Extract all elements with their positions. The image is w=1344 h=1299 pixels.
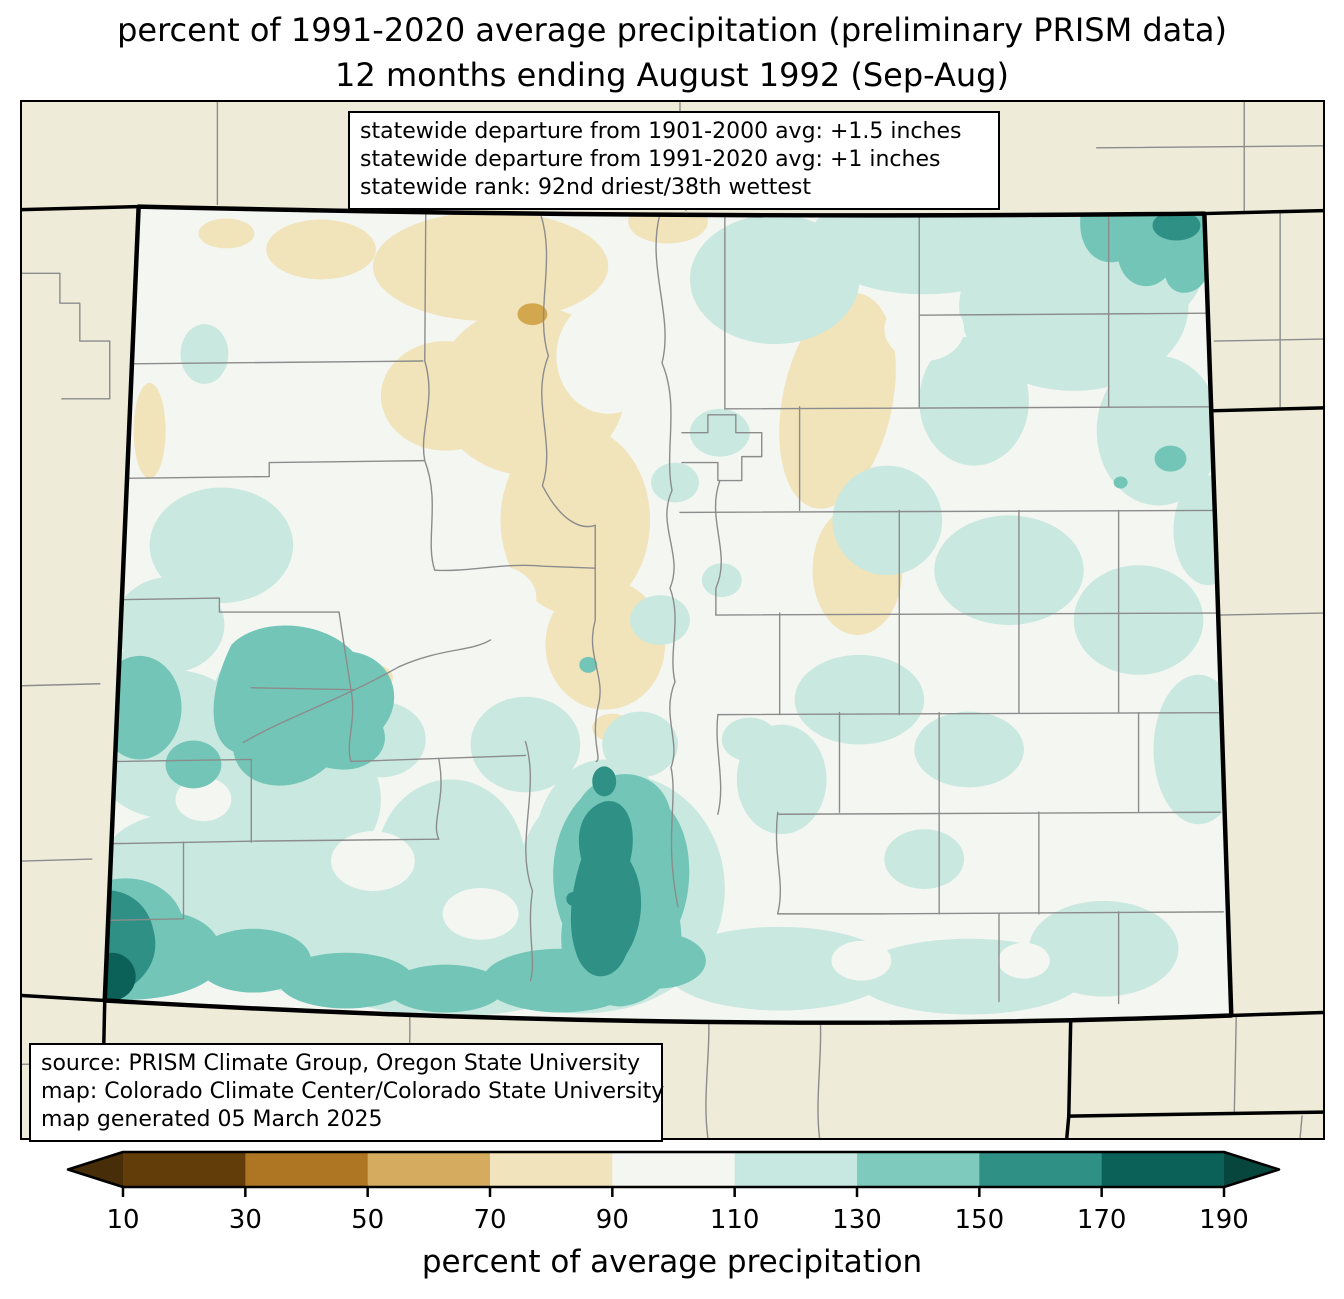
stats-line-2: statewide departure from 1991-2020 avg: … xyxy=(360,147,941,172)
colorbar-segment xyxy=(123,1152,246,1187)
title-line-2: 12 months ending August 1992 (Sep-Aug) xyxy=(335,56,1009,94)
colorado-state-border xyxy=(102,204,1234,1025)
band-90-110-holes-in-teal xyxy=(175,297,1097,981)
source-line-3: map generated 05 March 2025 xyxy=(41,1107,383,1132)
band-170-190-blobs xyxy=(104,952,136,1001)
colorbar-tick-label: 50 xyxy=(351,1205,384,1235)
map-frame: statewide departure from 1901-2000 avg: … xyxy=(20,100,1325,1142)
band-150-170-blobs xyxy=(104,210,1201,1001)
statewide-stats-box: statewide departure from 1901-2000 avg: … xyxy=(348,111,1000,210)
colorbar-tick-label: 130 xyxy=(832,1205,882,1235)
stats-line-3: statewide rank: 92nd driest/38th wettest xyxy=(360,175,811,200)
colorbar-under-arrow xyxy=(68,1152,123,1187)
colorbar: 10 30 50 70 90 110 130 150 170 190 percent of ave… xyxy=(66,1150,1281,1280)
band-90-110-holes-in-tan xyxy=(460,298,661,630)
colorbar-segment xyxy=(857,1152,980,1187)
colorbar-segment xyxy=(979,1152,1103,1187)
colorado-precipitation-map xyxy=(22,102,1323,1138)
colorbar-tick-label: 30 xyxy=(229,1205,262,1235)
colorbar-axis-label: percent of average precipitation xyxy=(422,1244,922,1280)
band-50-70-spot xyxy=(517,303,548,326)
stats-line-1: statewide departure from 1901-2000 avg: … xyxy=(360,119,962,144)
colorbar-segment xyxy=(1101,1152,1225,1187)
colorbar-tick-label: 170 xyxy=(1077,1205,1127,1235)
title-line-1: percent of 1991-2020 average precipitati… xyxy=(117,11,1227,49)
source-line-1: source: PRISM Climate Group, Oregon Stat… xyxy=(41,1051,641,1076)
colorbar-over-arrow xyxy=(1224,1152,1279,1187)
colorbar-scale: 10 30 50 70 90 110 130 150 170 190 xyxy=(66,1150,1281,1235)
colorbar-segment xyxy=(612,1152,736,1187)
colorbar-tick-label: 110 xyxy=(710,1205,760,1235)
colorbar-segment xyxy=(367,1152,491,1187)
neighbor-state-borders xyxy=(22,204,1323,1138)
colorbar-segment xyxy=(245,1152,369,1187)
colorado-county-lines xyxy=(104,212,1225,1005)
source-line-2: map: Colorado Climate Center/Colorado St… xyxy=(41,1079,665,1104)
colorado-fill-layers xyxy=(104,206,1232,1023)
colorbar-tick-label: 10 xyxy=(106,1205,139,1235)
colorbar-tick-label: 90 xyxy=(596,1205,629,1235)
map-title: percent of 1991-2020 average precipitati… xyxy=(0,8,1344,98)
source-attribution-box: source: PRISM Climate Group, Oregon Stat… xyxy=(29,1043,665,1142)
colorbar-segment xyxy=(490,1152,613,1187)
colorbar-segment xyxy=(734,1152,858,1187)
colorbar-tick-label: 70 xyxy=(473,1205,506,1235)
colorbar-tick-label: 150 xyxy=(955,1205,1005,1235)
colorbar-tick-label: 190 xyxy=(1199,1205,1249,1235)
